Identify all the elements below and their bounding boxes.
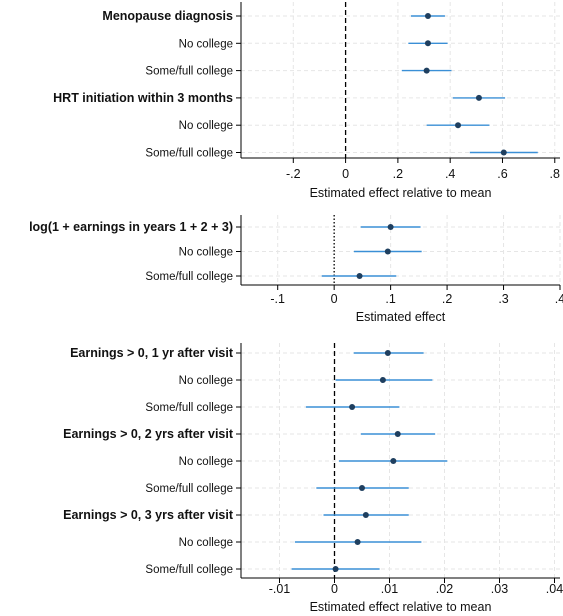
subgroup-label: Some/full college (145, 271, 233, 283)
x-axis-title: Estimated effect (356, 310, 446, 324)
point-estimate (390, 458, 397, 464)
x-tick-label: .02 (436, 582, 453, 596)
x-tick-label: .3 (498, 292, 508, 306)
x-tick-label: -.1 (270, 292, 285, 306)
x-tick-label: .4 (445, 167, 455, 181)
point-estimate (475, 94, 482, 101)
outcome-label: Earnings > 0, 1 yr after visit (70, 346, 234, 360)
x-tick-label: .2 (393, 167, 403, 181)
point-estimate (332, 566, 339, 572)
x-axis-title: Estimated effect relative to mean (310, 600, 492, 614)
point-estimate (384, 248, 391, 255)
x-tick-label: 0 (331, 292, 338, 306)
panel-1: -.2 0 .2 .4 .6 .8 Estimated effect relative to… (53, 2, 560, 200)
point-estimate (423, 67, 430, 74)
point-estimate (387, 224, 394, 230)
subgroup-label: No college (179, 120, 233, 132)
outcome-label: Menopause diagnosis (102, 9, 233, 23)
x-tick-label: -.2 (286, 167, 301, 181)
x-tick-label: .03 (491, 582, 508, 596)
outcome-label: log(1 + earnings in years 1 + 2 + 3) (29, 220, 233, 234)
subgroup-label: Some/full college (145, 483, 233, 495)
x-tick-label: .2 (442, 292, 452, 306)
outcome-label: Earnings > 0, 2 yrs after visit (63, 427, 234, 441)
point-estimate (349, 404, 356, 410)
point-estimate (455, 122, 462, 129)
subgroup-label: No college (179, 537, 233, 549)
subgroup-label: Some/full college (145, 564, 233, 576)
x-tick-label: .01 (381, 582, 398, 596)
x-tick-label: .1 (385, 292, 395, 306)
subgroup-label: Some/full college (145, 402, 233, 414)
point-estimate (356, 273, 363, 279)
subgroup-label: Some/full college (145, 148, 233, 160)
x-tick-label: .04 (546, 582, 563, 596)
panel-3: -.01 0 .01 .02 .03 .04 Estimated effect relati… (63, 343, 563, 614)
x-tick-label: -.01 (269, 582, 291, 596)
x-tick-label: 0 (331, 582, 338, 596)
subgroup-label: No college (179, 375, 233, 387)
point-estimate (500, 149, 507, 156)
point-estimate (384, 350, 391, 356)
point-estimate (379, 377, 386, 383)
point-estimate (424, 40, 431, 47)
x-tick-label: .6 (497, 167, 507, 181)
x-tick-label: .8 (550, 167, 560, 181)
outcome-label: HRT initiation within 3 months (53, 91, 233, 105)
point-estimate (394, 431, 401, 437)
subgroup-label: No college (179, 247, 233, 259)
point-estimate (362, 512, 369, 518)
subgroup-label: No college (179, 456, 233, 468)
panel-2: -.1 0 .1 .2 .3 .4 Estimated effect log(1 + earn… (29, 215, 563, 324)
subgroup-label: No college (179, 38, 233, 50)
point-estimate (354, 539, 361, 545)
point-estimate (359, 485, 365, 491)
point-estimate (424, 13, 431, 19)
subgroup-label: Some/full college (145, 66, 233, 78)
outcome-label: Earnings > 0, 3 yrs after visit (63, 508, 234, 522)
x-axis-title: Estimated effect relative to mean (310, 186, 492, 200)
x-tick-label: 0 (342, 167, 349, 181)
x-tick-label: .4 (555, 292, 563, 306)
